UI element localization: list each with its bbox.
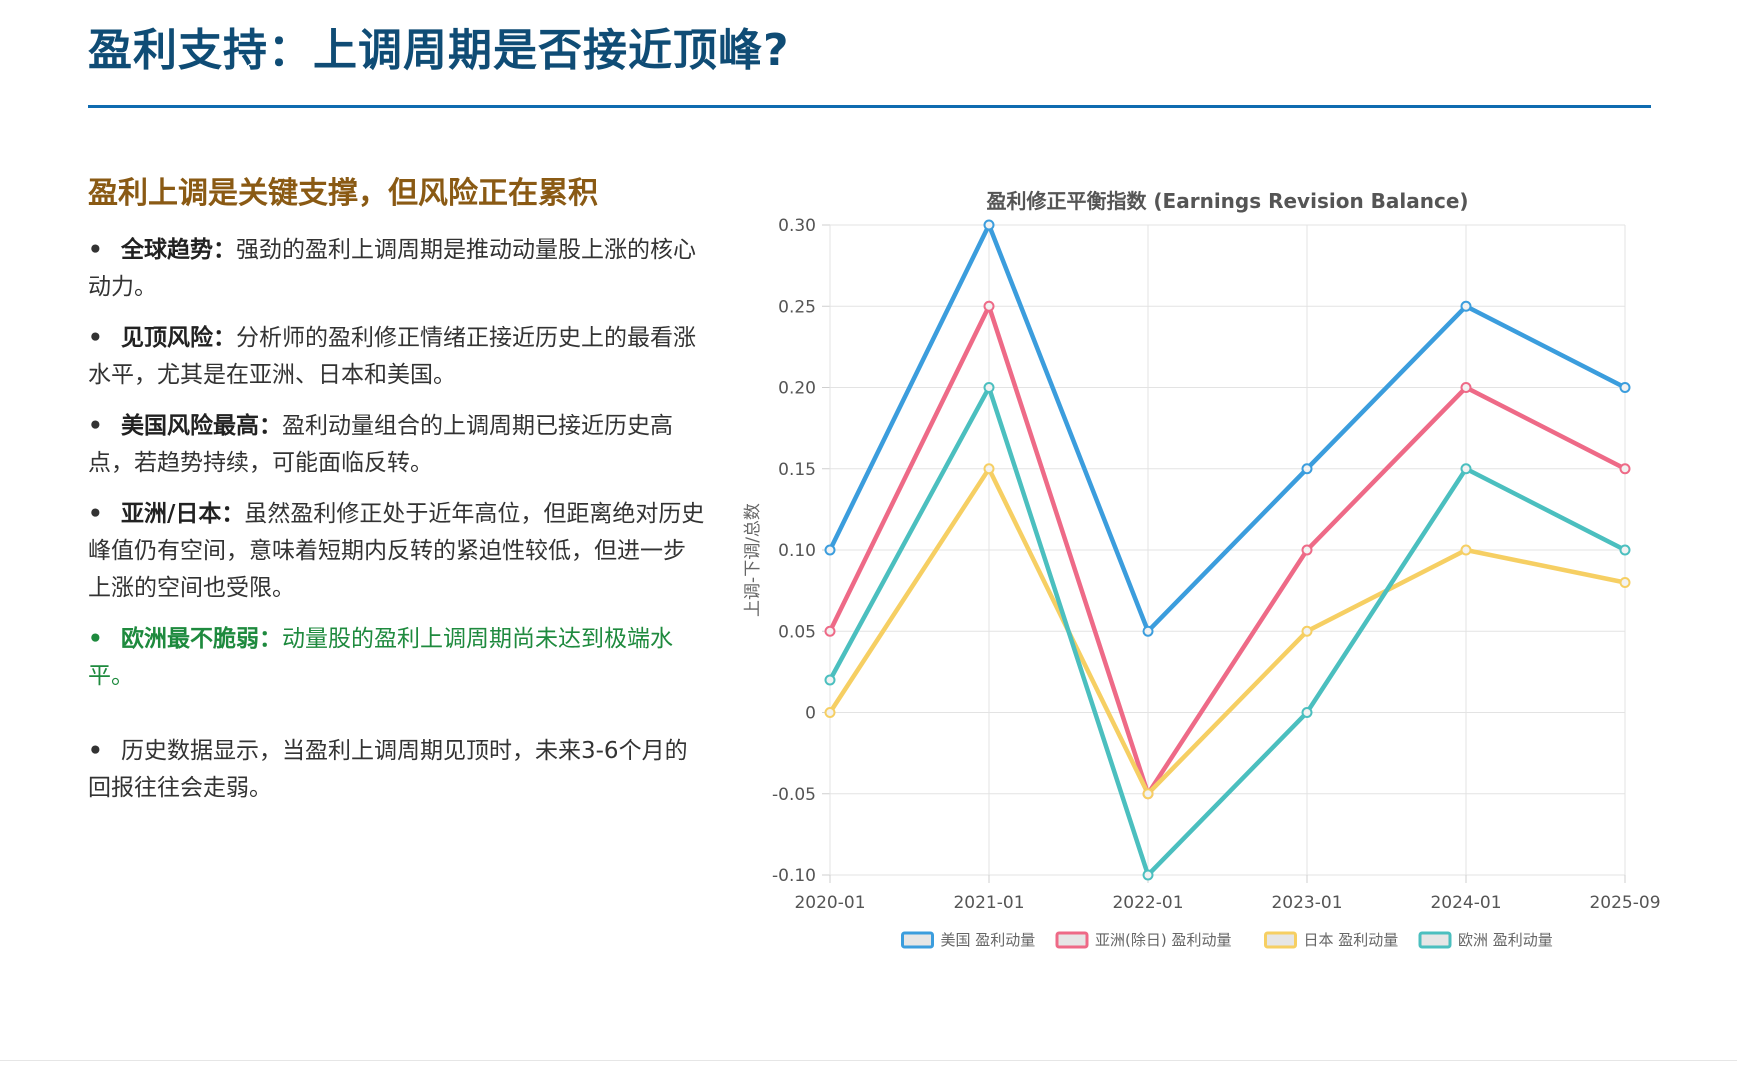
series-line-3 <box>827 381 1628 880</box>
bullet-text: 分析师的盈利修正情绪正接近历史上的最看涨水平，尤其是在亚洲、日本和美国。 <box>88 325 696 388</box>
series-line-0 <box>827 219 1628 636</box>
bullet-text: 动量股的盈利上调周期尚未达到极端水平。 <box>88 626 673 689</box>
data-point-1 <box>824 625 836 637</box>
data-point-2 <box>1301 625 1313 637</box>
bullet-dot: • <box>88 626 103 652</box>
bullet-text: 盈利动量组合的上调周期已接近历史高点，若趋势持续，可能面临反转。 <box>88 413 673 476</box>
x-tick-label: 2022-01 <box>1112 893 1183 913</box>
data-point-3 <box>1460 463 1472 475</box>
chart-container: 盈利修正平衡指数 (Earnings Revision Balance) 0.30… <box>725 170 1725 1070</box>
x-tick-label: 2023-01 <box>1271 893 1342 913</box>
series-line-2 <box>827 464 1628 798</box>
key-points-list: • 全球趋势：强劲的盈利上调周期是推动动量股上涨的核心动力。 • 见顶风险：分析… <box>88 232 708 821</box>
data-point-2 <box>1619 577 1631 588</box>
y-axis-label: 上调-下调/总数 <box>743 503 763 617</box>
data-point-2 <box>983 463 995 475</box>
bullet-dot: • <box>88 738 103 764</box>
bullet-text: 强劲的盈利上调周期是推动动量股上涨的核心动力。 <box>88 237 696 300</box>
legend-swatch-0 <box>901 931 934 949</box>
bullet-us-risk: • 美国风险最高：盈利动量组合的上调周期已接近历史高点，若趋势持续，可能面临反转… <box>88 408 708 482</box>
data-point-0 <box>1460 300 1472 312</box>
y-tick-label: 0.25 <box>778 297 816 317</box>
data-point-0 <box>1619 382 1631 393</box>
chart-title: 盈利修正平衡指数 (Earnings Revision Balance) <box>985 189 1468 213</box>
data-point-0 <box>824 544 836 556</box>
footer-divider <box>0 1060 1737 1061</box>
legend-swatch-2 <box>1264 931 1297 949</box>
series-line-1 <box>827 300 1628 799</box>
bullet-historical-note: • 历史数据显示，当盈利上调周期见顶时，未来3-6个月的回报往往会走弱。 <box>88 733 708 807</box>
legend-label-3: 欧洲 盈利动量 <box>1458 931 1553 949</box>
y-tick-label: -0.10 <box>772 866 816 886</box>
bullet-global-trend: • 全球趋势：强劲的盈利上调周期是推动动量股上涨的核心动力。 <box>88 232 708 306</box>
y-tick-label: 0.10 <box>778 541 816 561</box>
data-point-3 <box>1619 544 1631 556</box>
bullet-text: 虽然盈利修正处于近年高位，但距离绝对历史峰值仍有空间，意味着短期内反转的紧迫性较… <box>88 501 705 601</box>
legend-label-2: 日本 盈利动量 <box>1304 931 1399 949</box>
data-point-3 <box>983 382 995 393</box>
legend-swatch-3 <box>1418 931 1452 949</box>
x-tick-label: 2021-01 <box>953 893 1024 913</box>
bullet-asia-japan: • 亚洲/日本：虽然盈利修正处于近年高位，但距离绝对历史峰值仍有空间，意味着短期… <box>88 496 708 607</box>
bullet-dot: • <box>88 413 103 439</box>
page-title: 盈利支持：上调周期是否接近顶峰? <box>88 25 790 76</box>
bullet-dot: • <box>88 501 103 527</box>
bullet-dot: • <box>88 237 103 263</box>
data-point-1 <box>1460 382 1472 393</box>
x-tick-label: 2020-01 <box>794 893 865 913</box>
bullet-peak-risk: • 见顶风险：分析师的盈利修正情绪正接近历史上的最看涨水平，尤其是在亚洲、日本和… <box>88 320 708 394</box>
note-text: 历史数据显示，当盈利上调周期见顶时，未来3-6个月的回报往往会走弱。 <box>88 738 688 801</box>
bullet-dot: • <box>88 325 103 351</box>
title-divider <box>88 105 1651 108</box>
y-tick-label: 0.15 <box>778 460 816 480</box>
data-point-3 <box>824 674 836 686</box>
bullet-label: 美国风险最高 <box>121 413 259 439</box>
bullet-label: 全球趋势 <box>121 237 213 263</box>
y-tick-label: -0.05 <box>772 785 816 805</box>
data-point-0 <box>983 219 995 231</box>
y-tick-label: 0.05 <box>778 622 816 642</box>
section-subtitle: 盈利上调是关键支撑，但风险正在累积 <box>88 176 598 211</box>
data-point-1 <box>1619 463 1631 475</box>
legend-label-1: 亚洲(除日) 盈利动量 <box>1095 931 1231 949</box>
data-point-0 <box>1301 463 1313 475</box>
bullet-europe: • 欧洲最不脆弱：动量股的盈利上调周期尚未达到极端水平。 <box>88 621 708 695</box>
bullet-label: 见顶风险 <box>121 325 213 351</box>
data-point-1 <box>1301 544 1313 556</box>
data-point-2 <box>824 707 836 718</box>
bullet-label: 亚洲/日本 <box>121 501 222 527</box>
data-point-2 <box>1460 544 1472 556</box>
y-tick-label: 0.20 <box>778 379 816 399</box>
data-point-2 <box>1142 788 1154 800</box>
data-point-0 <box>1142 625 1154 637</box>
bullet-label: 欧洲最不脆弱 <box>121 626 259 652</box>
x-tick-label: 2024-01 <box>1430 893 1501 913</box>
legend-swatch-1 <box>1055 931 1089 949</box>
data-point-3 <box>1142 869 1154 881</box>
x-tick-label: 2025-09 <box>1589 893 1660 913</box>
data-point-1 <box>983 300 995 312</box>
data-point-3 <box>1301 707 1313 718</box>
y-tick-label: 0.30 <box>778 216 816 236</box>
y-tick-label: 0 <box>805 704 816 724</box>
legend-label-0: 美国 盈利动量 <box>941 931 1036 949</box>
earnings-revision-chart: 盈利修正平衡指数 (Earnings Revision Balance) 0.30… <box>743 189 1661 949</box>
